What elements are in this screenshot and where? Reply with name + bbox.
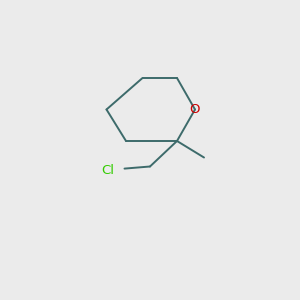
Text: Cl: Cl bbox=[101, 164, 115, 178]
Text: O: O bbox=[190, 103, 200, 116]
